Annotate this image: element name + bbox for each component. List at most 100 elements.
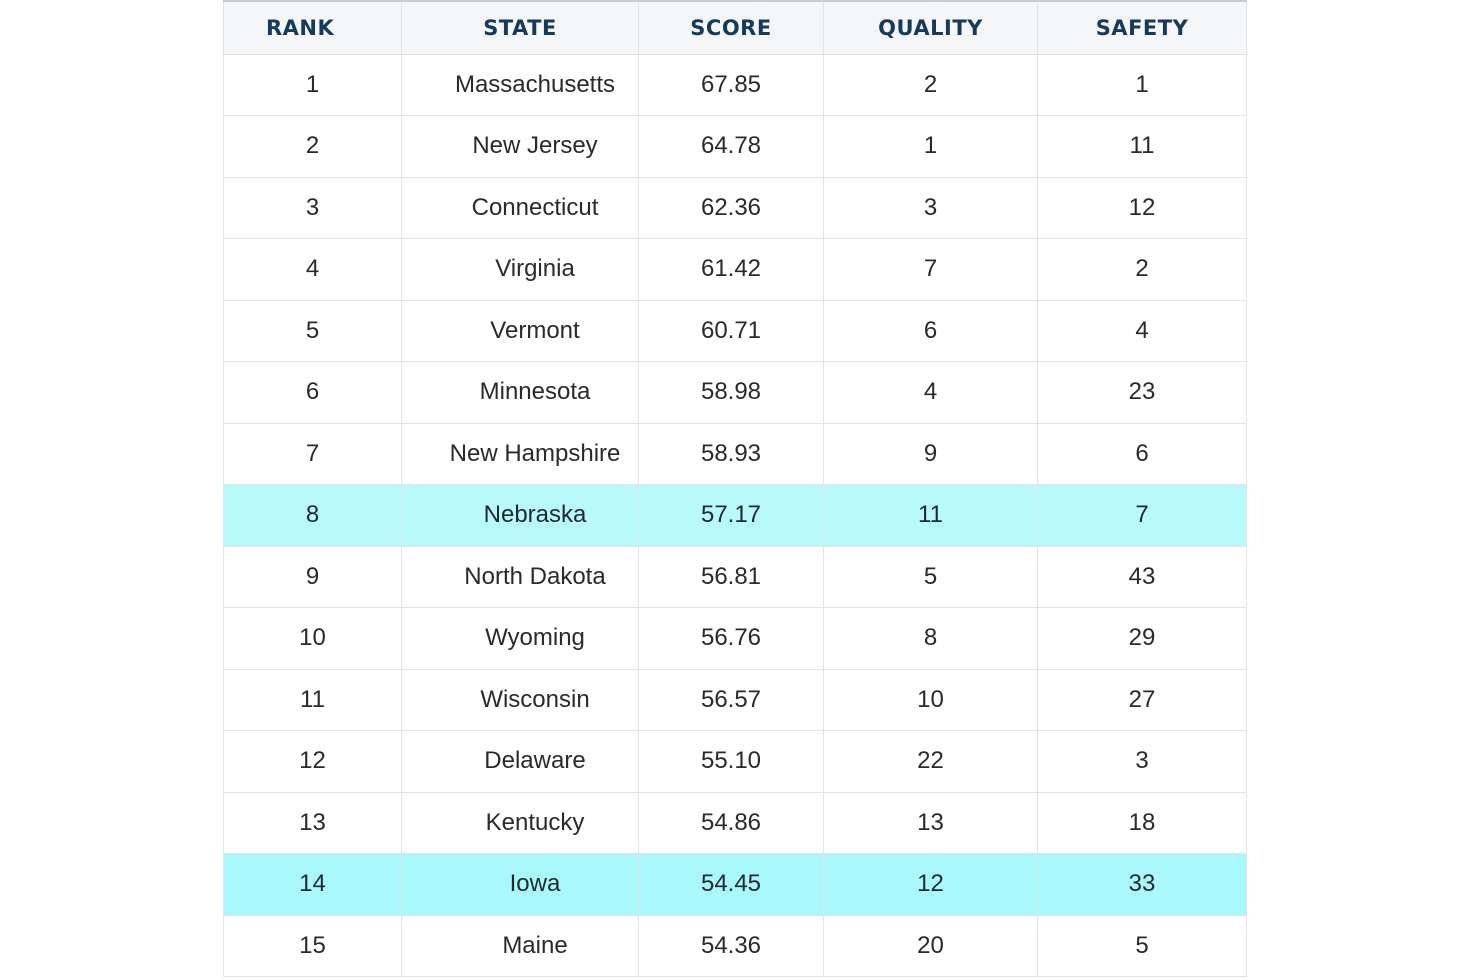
cell-rank: 10	[223, 607, 402, 670]
cell-score: 57.17	[638, 484, 824, 547]
cell-state: Kentucky	[401, 792, 639, 854]
cell-safety: 2	[1037, 238, 1247, 301]
cell-rank: 14	[223, 853, 402, 916]
cell-rank: 2	[223, 115, 402, 178]
cell-rank: 11	[223, 669, 402, 731]
table-row: 11 Wisconsin 56.57 10 27	[223, 669, 1247, 731]
cell-rank: 1	[223, 54, 402, 116]
cell-state: Iowa	[401, 853, 639, 916]
cell-score: 54.36	[638, 915, 824, 977]
table-row: 3 Connecticut 62.36 3 12	[223, 177, 1247, 239]
cell-safety: 7	[1037, 484, 1247, 547]
cell-quality: 11	[823, 484, 1038, 547]
cell-state: New Jersey	[401, 115, 639, 178]
table-row: 4 Virginia 61.42 7 2	[223, 238, 1247, 301]
column-header-score[interactable]: SCORE	[638, 0, 824, 55]
table-row: 5 Vermont 60.71 6 4	[223, 300, 1247, 362]
table-row: 2 New Jersey 64.78 1 11	[223, 115, 1247, 178]
cell-state: New Hampshire	[401, 423, 639, 485]
cell-score: 64.78	[638, 115, 824, 178]
table-row: 12 Delaware 55.10 22 3	[223, 730, 1247, 793]
cell-safety: 33	[1037, 853, 1247, 916]
cell-safety: 18	[1037, 792, 1247, 854]
table-row: 6 Minnesota 58.98 4 23	[223, 361, 1247, 424]
table-row: 15 Maine 54.36 20 5	[223, 915, 1247, 977]
cell-score: 67.85	[638, 54, 824, 116]
cell-quality: 3	[823, 177, 1038, 239]
cell-state: Wyoming	[401, 607, 639, 670]
cell-rank: 13	[223, 792, 402, 854]
cell-score: 58.93	[638, 423, 824, 485]
table-row: 8 Nebraska 57.17 11 7	[223, 484, 1247, 547]
cell-score: 60.71	[638, 300, 824, 362]
rankings-table-container: RANK STATE SCORE QUALITY SAFETY 1 Massach…	[223, 0, 1247, 977]
cell-rank: 4	[223, 238, 402, 301]
cell-safety: 27	[1037, 669, 1247, 731]
cell-safety: 43	[1037, 546, 1247, 608]
cell-safety: 11	[1037, 115, 1247, 178]
cell-score: 62.36	[638, 177, 824, 239]
cell-rank: 6	[223, 361, 402, 424]
cell-quality: 7	[823, 238, 1038, 301]
cell-state: Virginia	[401, 238, 639, 301]
cell-rank: 5	[223, 300, 402, 362]
column-header-safety[interactable]: SAFETY	[1037, 0, 1247, 55]
table-row: 7 New Hampshire 58.93 9 6	[223, 423, 1247, 485]
column-header-quality[interactable]: QUALITY	[823, 0, 1038, 55]
cell-safety: 3	[1037, 730, 1247, 793]
cell-state: North Dakota	[401, 546, 639, 608]
cell-score: 56.81	[638, 546, 824, 608]
cell-score: 56.76	[638, 607, 824, 670]
cell-score: 58.98	[638, 361, 824, 424]
state-rankings-table: RANK STATE SCORE QUALITY SAFETY 1 Massach…	[223, 0, 1247, 977]
cell-quality: 4	[823, 361, 1038, 424]
cell-rank: 8	[223, 484, 402, 547]
cell-state: Minnesota	[401, 361, 639, 424]
cell-rank: 9	[223, 546, 402, 608]
table-row: 1 Massachusetts 67.85 2 1	[223, 54, 1247, 116]
header-row: RANK STATE SCORE QUALITY SAFETY	[223, 0, 1247, 55]
cell-state: Wisconsin	[401, 669, 639, 731]
cell-score: 54.86	[638, 792, 824, 854]
table-row: 13 Kentucky 54.86 13 18	[223, 792, 1247, 854]
cell-quality: 5	[823, 546, 1038, 608]
cell-rank: 3	[223, 177, 402, 239]
cell-quality: 12	[823, 853, 1038, 916]
cell-quality: 1	[823, 115, 1038, 178]
cell-safety: 1	[1037, 54, 1247, 116]
cell-state: Vermont	[401, 300, 639, 362]
cell-quality: 13	[823, 792, 1038, 854]
cell-rank: 15	[223, 915, 402, 977]
cell-score: 61.42	[638, 238, 824, 301]
cell-safety: 5	[1037, 915, 1247, 977]
table-body: 1 Massachusetts 67.85 2 1 2 New Jersey 64.78 1 11…	[223, 54, 1247, 977]
cell-quality: 22	[823, 730, 1038, 793]
cell-score: 54.45	[638, 853, 824, 916]
cell-quality: 20	[823, 915, 1038, 977]
cell-state: Connecticut	[401, 177, 639, 239]
cell-state: Nebraska	[401, 484, 639, 547]
cell-safety: 6	[1037, 423, 1247, 485]
cell-score: 55.10	[638, 730, 824, 793]
table-row: 9 North Dakota 56.81 5 43	[223, 546, 1247, 608]
cell-state: Delaware	[401, 730, 639, 793]
table-header: RANK STATE SCORE QUALITY SAFETY	[223, 0, 1247, 55]
column-header-rank[interactable]: RANK	[223, 0, 402, 55]
table-row: 14 Iowa 54.45 12 33	[223, 853, 1247, 916]
table-row: 10 Wyoming 56.76 8 29	[223, 607, 1247, 670]
cell-quality: 9	[823, 423, 1038, 485]
cell-safety: 29	[1037, 607, 1247, 670]
column-header-state[interactable]: STATE	[401, 0, 639, 55]
cell-state: Massachusetts	[401, 54, 639, 116]
cell-safety: 4	[1037, 300, 1247, 362]
cell-rank: 7	[223, 423, 402, 485]
cell-score: 56.57	[638, 669, 824, 731]
cell-safety: 12	[1037, 177, 1247, 239]
cell-safety: 23	[1037, 361, 1247, 424]
cell-quality: 10	[823, 669, 1038, 731]
cell-state: Maine	[401, 915, 639, 977]
cell-rank: 12	[223, 730, 402, 793]
cell-quality: 6	[823, 300, 1038, 362]
cell-quality: 8	[823, 607, 1038, 670]
cell-quality: 2	[823, 54, 1038, 116]
